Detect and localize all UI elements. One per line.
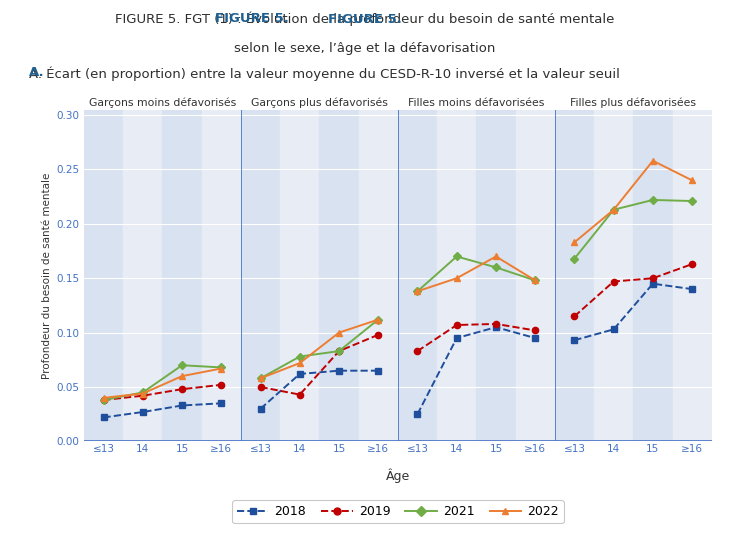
Text: FIGURE 5. FGT (1) : Évolution de la profondeur du besoin de santé mentale: FIGURE 5. FGT (1) : Évolution de la prof… [115, 12, 615, 26]
Text: A. Écart (en proportion) entre la valeur moyenne du CESD-R-10 inversé et la vale: A. Écart (en proportion) entre la valeur… [29, 66, 620, 81]
Bar [633, 110, 672, 441]
Bar [280, 110, 320, 441]
Title: Garçons plus défavorisés: Garçons plus défavorisés [251, 97, 388, 108]
Legend: 2018, 2019, 2021, 2022: 2018, 2019, 2021, 2022 [232, 500, 564, 523]
Text: A.: A. [29, 66, 45, 79]
Bar [162, 110, 201, 441]
Title: Garçons moins défavorisés: Garçons moins défavorisés [89, 97, 236, 108]
Bar [358, 110, 398, 441]
Bar [201, 110, 241, 441]
Bar [398, 110, 437, 441]
Bar [515, 110, 555, 441]
Text: Âge: Âge [385, 468, 410, 483]
Title: Filles plus défavorisées: Filles plus défavorisées [570, 97, 696, 108]
Bar [320, 110, 358, 441]
Text: FIGURE 5.: FIGURE 5. [215, 12, 289, 25]
Bar [437, 110, 476, 441]
Bar [476, 110, 515, 441]
Bar [594, 110, 633, 441]
Bar [672, 110, 712, 441]
Text: FIGURE 5.: FIGURE 5. [328, 13, 402, 26]
Bar [84, 110, 123, 441]
Y-axis label: Profondeur du besoin de santé mentale: Profondeur du besoin de santé mentale [42, 172, 52, 379]
Title: Filles moins défavorisées: Filles moins défavorisées [408, 97, 545, 108]
Bar [241, 110, 280, 441]
Text: selon le sexe, l’âge et la défavorisation: selon le sexe, l’âge et la défavorisatio… [234, 42, 496, 55]
Bar [123, 110, 163, 441]
Bar [555, 110, 594, 441]
